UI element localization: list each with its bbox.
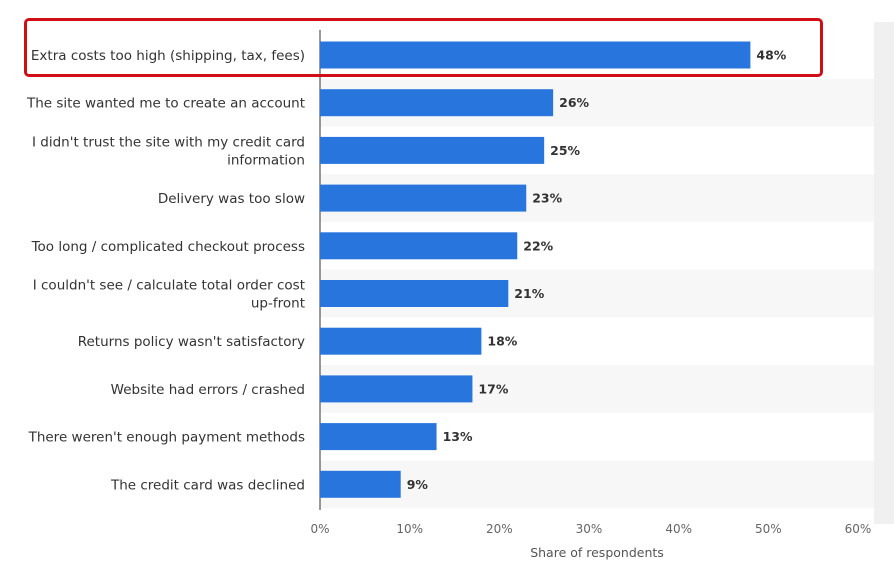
category-label: Too long / complicated checkout process [31, 239, 305, 255]
category-label: The credit card was declined [110, 477, 305, 493]
category-label: I couldn't see / calculate total order c… [33, 278, 305, 312]
category-label: Website had errors / crashed [111, 382, 305, 398]
bar[interactable] [320, 89, 554, 117]
value-label: 23% [532, 191, 562, 206]
category-label: The site wanted me to create an account [26, 96, 305, 112]
value-label: 21% [514, 286, 544, 301]
x-tick-label: 60% [845, 522, 872, 536]
value-label: 22% [523, 238, 553, 253]
bar[interactable] [320, 136, 545, 164]
x-tick-label: 30% [576, 522, 603, 536]
bar[interactable] [320, 375, 473, 403]
category-label: Extra costs too high (shipping, tax, fee… [31, 48, 305, 64]
x-tick-labels: 0% 10% 20% 30% 40% 50% 60% [310, 522, 871, 536]
x-tick-label: 10% [396, 522, 423, 536]
value-label: 17% [478, 381, 508, 396]
value-labels: 48% 26% 25% 23% 22% 21% 18% 17% 13% 9% [407, 48, 787, 492]
value-label: 9% [407, 477, 429, 492]
value-label: 18% [487, 334, 517, 349]
value-label: 48% [756, 48, 786, 63]
bar[interactable] [320, 184, 527, 212]
bar[interactable] [320, 470, 401, 498]
bar[interactable] [320, 280, 509, 307]
category-label: I didn't trust the site with my credit c… [32, 134, 305, 168]
x-axis-title: Share of respondents [530, 545, 664, 560]
value-label: 13% [443, 429, 473, 444]
row-stripes [320, 78, 875, 509]
row-stripe [320, 460, 875, 509]
bar[interactable] [320, 423, 437, 451]
x-tick-label: 50% [755, 522, 782, 536]
highlight-box [24, 18, 823, 77]
value-label: 26% [559, 95, 589, 110]
bar[interactable] [320, 327, 482, 355]
scrollbar[interactable] [874, 22, 894, 524]
bar[interactable] [320, 232, 518, 260]
value-label: 25% [550, 143, 580, 158]
x-tick-label: 0% [310, 522, 329, 536]
category-label: There weren't enough payment methods [28, 430, 305, 446]
x-tick-label: 40% [665, 522, 692, 536]
category-labels: Extra costs too high (shipping, tax, fee… [26, 48, 305, 493]
bars-group [320, 41, 751, 498]
category-label: Delivery was too slow [158, 191, 305, 207]
bar[interactable] [320, 41, 751, 69]
x-tick-label: 20% [486, 522, 513, 536]
category-label: Returns policy wasn't satisfactory [78, 334, 305, 350]
